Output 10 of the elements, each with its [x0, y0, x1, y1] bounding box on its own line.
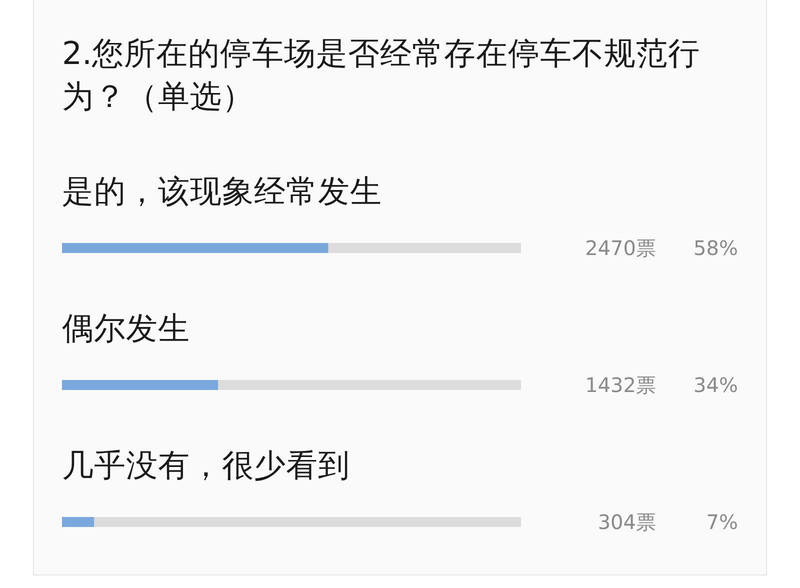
data-label: 58%: [694, 236, 738, 260]
y-tick-label: 几乎没有，很少看到: [62, 448, 350, 484]
data-label: 7%: [706, 510, 738, 534]
y-tick-label: 偶尔发生: [62, 311, 190, 347]
chart-title: 2.您所在的停车场是否经常存在停车不规范行为？（单选）: [62, 36, 700, 115]
data-label: 34%: [694, 373, 738, 397]
text: 304票: [598, 510, 656, 534]
y-tick-label: 是的，该现象经常发生: [62, 174, 382, 210]
text: 1432票: [585, 373, 656, 397]
text: 2470票: [585, 236, 656, 260]
